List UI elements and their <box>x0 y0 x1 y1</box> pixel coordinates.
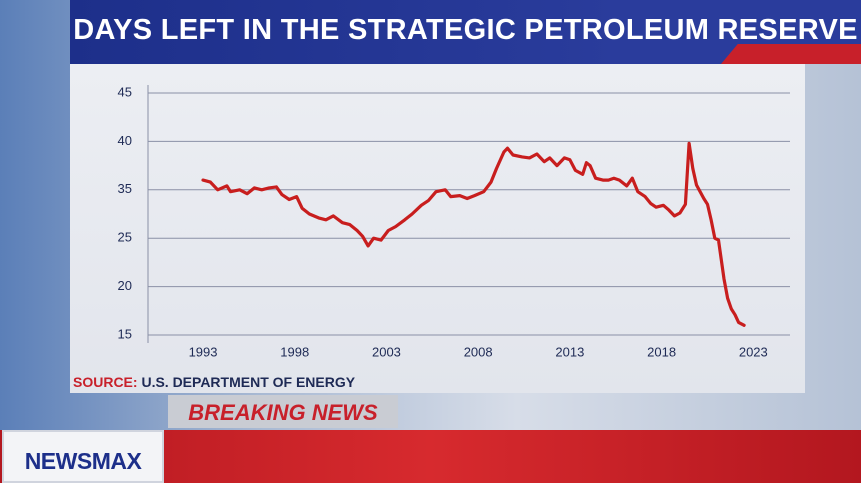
x-tick-label: 2013 <box>555 344 584 359</box>
logo-text: NEWSMAX <box>24 448 142 474</box>
x-tick-label: 2018 <box>647 344 676 359</box>
source-note: SOURCE: U.S. DEPARTMENT OF ENERGY <box>73 374 355 390</box>
breaking-news-text: BREAKING NEWS <box>188 400 378 425</box>
breaking-news-banner: BREAKING NEWS <box>168 395 398 428</box>
network-logo: NEWSMAX <box>2 430 164 483</box>
source-label: SOURCE: <box>73 374 138 390</box>
y-tick-label: 35 <box>118 181 132 196</box>
x-tick-label: 2008 <box>464 344 493 359</box>
x-tick-label: 2023 <box>739 344 768 359</box>
y-tick-label: 15 <box>118 326 132 341</box>
y-tick-label: 40 <box>118 133 132 148</box>
y-tick-label: 20 <box>118 278 132 293</box>
x-tick-label: 1993 <box>189 344 218 359</box>
y-tick-label: 25 <box>118 230 132 245</box>
chart-panel <box>70 64 805 393</box>
chart-title: DAYS LEFT IN THE STRATEGIC PETROLEUM RES… <box>73 14 858 46</box>
title-bar: DAYS LEFT IN THE STRATEGIC PETROLEUM RES… <box>70 0 861 64</box>
data-line <box>201 141 746 327</box>
x-tick-label: 1998 <box>280 344 309 359</box>
y-tick-label: 45 <box>118 84 132 99</box>
x-tick-label: 2003 <box>372 344 401 359</box>
source-text: U.S. DEPARTMENT OF ENERGY <box>141 374 356 390</box>
